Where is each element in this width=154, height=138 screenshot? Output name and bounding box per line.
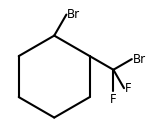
Text: Br: Br — [133, 53, 146, 66]
Text: F: F — [110, 92, 117, 106]
Text: F: F — [125, 82, 131, 95]
Text: Br: Br — [67, 8, 80, 21]
